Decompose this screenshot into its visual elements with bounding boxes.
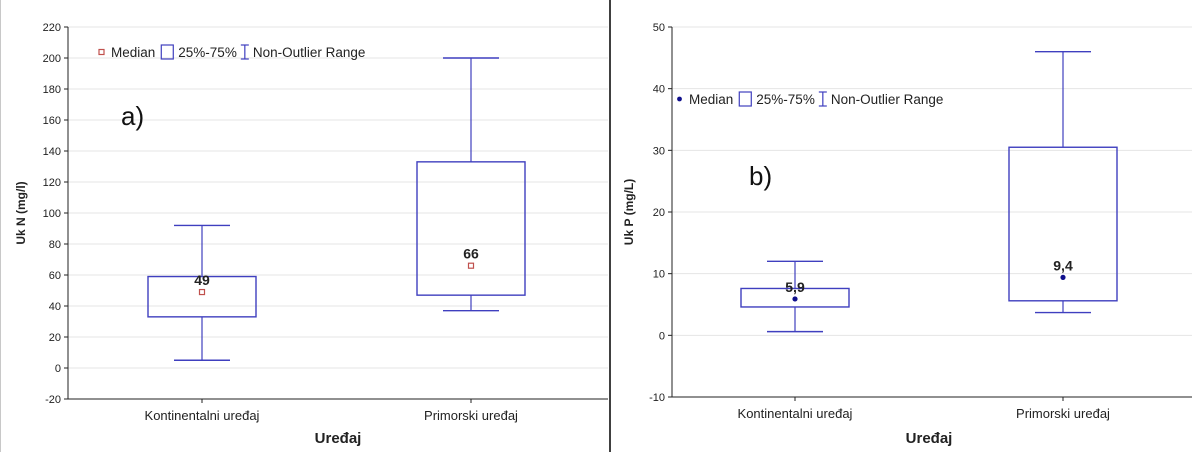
y-tick-label: 0: [659, 330, 665, 342]
median-data-label: 49: [194, 272, 210, 288]
y-tick-label: 10: [653, 269, 665, 281]
x-tick-label: Kontinentalni uređaj: [738, 406, 853, 421]
y-tick-label: 160: [43, 115, 61, 127]
legend-median-marker: [677, 96, 682, 102]
panel-label: a): [121, 101, 144, 131]
y-tick-label: 220: [43, 22, 61, 34]
iqr-box: [740, 287, 850, 308]
x-axis-title: Uređaj: [906, 430, 953, 447]
legend-box-marker: [738, 91, 752, 107]
median-data-label: 5,9: [785, 279, 805, 295]
legend-median-label: Median: [689, 92, 733, 107]
y-tick-label: 60: [49, 270, 61, 282]
legend-box-marker: [160, 44, 174, 60]
boxplot-chart-a: -20 0 20 40 60 80 100 120 140 160 180 200 220 Kontine…: [14, 22, 608, 447]
chart-panel-a: -20 0 20 40 60 80 100 120 140 160 180 200 220 Kontine…: [0, 0, 609, 452]
x-axis-title: Uređaj: [315, 430, 362, 447]
median-data-label: 66: [463, 246, 479, 262]
y-tick-label: 180: [43, 84, 61, 96]
iqr-box: [1008, 146, 1118, 302]
y-tick-label: 40: [653, 84, 665, 96]
y-tick-label: 140: [43, 146, 61, 158]
legend: Median 25%-75% Non-Outlier Range: [98, 44, 366, 60]
x-tick-label: Primorski uređaj: [1016, 406, 1110, 421]
box-group-2: 9,4: [1008, 50, 1118, 314]
legend-whisker-label: Non-Outlier Range: [253, 45, 366, 60]
legend: Median 25%-75% Non-Outlier Range: [677, 91, 944, 107]
y-tick-label: -20: [45, 394, 61, 406]
chart-panel-b: -10 0 10 20 30 40 50 Kontinentalni uređaj Primor…: [609, 0, 1192, 452]
y-tick-label: 20: [49, 332, 61, 344]
median-marker: [1060, 274, 1066, 280]
x-tick-label: Kontinentalni uređaj: [145, 408, 260, 423]
y-tick-label: 40: [49, 301, 61, 313]
y-tick-label: 100: [43, 208, 61, 220]
y-tick-label: 0: [55, 363, 61, 375]
legend-box-label: 25%-75%: [756, 92, 815, 107]
legend-box-label: 25%-75%: [178, 45, 237, 60]
iqr-box: [147, 275, 257, 318]
median-data-label: 9,4: [1053, 257, 1073, 273]
y-tick-label: 30: [653, 145, 665, 157]
box-group-2: 66: [416, 57, 526, 312]
panel-label: b): [749, 161, 772, 191]
median-marker: [792, 296, 798, 302]
legend-whisker-label: Non-Outlier Range: [831, 92, 944, 107]
legend-median-label: Median: [111, 45, 155, 60]
y-tick-label: -10: [649, 392, 665, 404]
median-marker: [467, 262, 475, 269]
iqr-box: [416, 161, 526, 296]
box-group-1: 49: [147, 224, 257, 361]
legend-median-marker: [98, 48, 105, 56]
median-marker: [198, 288, 206, 296]
y-tick-label: 200: [43, 53, 61, 65]
y-tick-label: 80: [49, 239, 61, 251]
y-axis-title: Uk N (mg/l): [14, 181, 28, 244]
x-tick-label: Primorski uređaj: [424, 408, 518, 423]
y-axis-title: Uk P (mg/L): [622, 179, 636, 245]
y-tick-label: 50: [653, 22, 665, 34]
box-group-1: 5,9: [740, 260, 850, 333]
boxplot-chart-b: -10 0 10 20 30 40 50 Kontinentalni uređaj Primor…: [622, 22, 1192, 447]
y-tick-label: 20: [653, 207, 665, 219]
y-tick-label: 120: [43, 177, 61, 189]
